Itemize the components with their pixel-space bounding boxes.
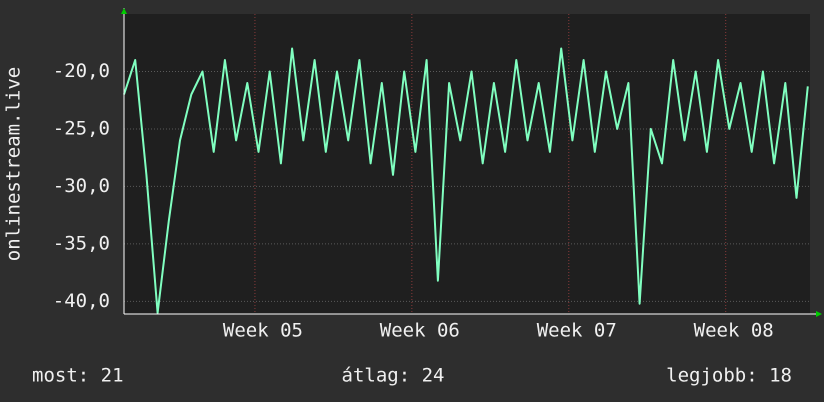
- y-tick-label: -35,0: [53, 232, 110, 254]
- footer-stat: átlag: 24: [342, 365, 445, 387]
- y-tick-label: -25,0: [53, 117, 110, 139]
- x-tick-label: Week 05: [223, 320, 303, 342]
- footer-stat: most: 21: [32, 365, 124, 387]
- x-tick-label: Week 06: [380, 320, 460, 342]
- data-line: [123, 47, 809, 314]
- y-tick-label: -40,0: [53, 290, 110, 312]
- y-axis-label: onlinestream.live: [3, 67, 25, 261]
- footer-stat: legjobb: 18: [666, 365, 792, 387]
- x-arrow: [816, 311, 822, 317]
- x-tick-label: Week 07: [537, 320, 617, 342]
- y-arrow: [121, 8, 127, 14]
- y-tick-label: -30,0: [53, 175, 110, 197]
- x-tick-label: Week 08: [694, 320, 774, 342]
- y-tick-label: -20,0: [53, 60, 110, 82]
- plot-area: [124, 14, 810, 314]
